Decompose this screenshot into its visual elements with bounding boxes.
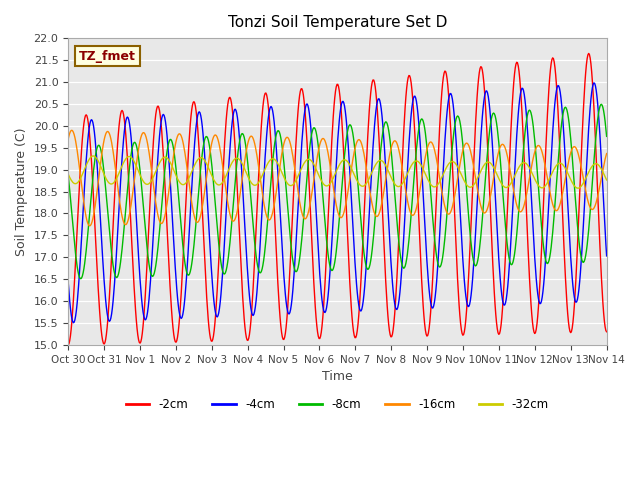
- Y-axis label: Soil Temperature (C): Soil Temperature (C): [15, 127, 28, 256]
- Title: Tonzi Soil Temperature Set D: Tonzi Soil Temperature Set D: [228, 15, 447, 30]
- Text: TZ_fmet: TZ_fmet: [79, 49, 136, 62]
- X-axis label: Time: Time: [322, 370, 353, 383]
- Legend: -2cm, -4cm, -8cm, -16cm, -32cm: -2cm, -4cm, -8cm, -16cm, -32cm: [121, 393, 554, 416]
